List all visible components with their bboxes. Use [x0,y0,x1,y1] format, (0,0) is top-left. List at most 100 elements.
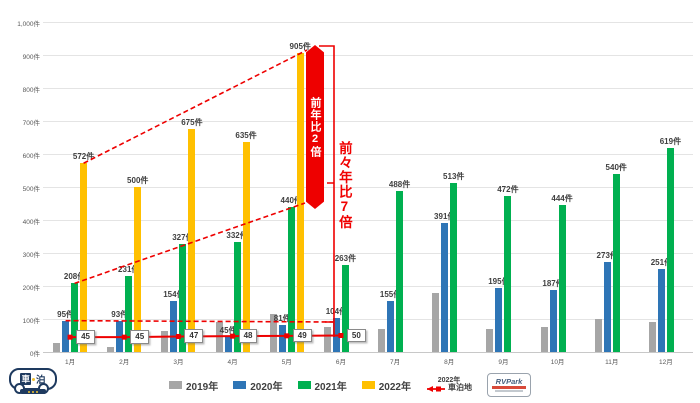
yoy-arrow: 前年比2倍 [306,45,324,209]
y-axis-tick-label: 700件 [2,117,40,127]
bar-value-label: 444件 [551,193,572,204]
bar-series1-month7: 155件 [387,301,394,352]
bar-series3-month4: 635件 [243,142,250,352]
bar-series1-month1: 95件 [62,321,69,352]
car-stay-logo-band-dot [32,391,34,393]
month-group-1: 95件208件572件 [43,22,97,352]
bar-value-label: 488件 [389,179,410,190]
bar-series0-month7 [378,329,385,352]
bar-series3-month5: 905件 [297,53,304,352]
bar-series0-month9 [486,329,493,352]
legend-item-2019: 2019年 [169,378,218,393]
legend-label: 2021年 [315,378,347,393]
bar-value-label: 540件 [606,162,627,173]
bar-series0-month11 [595,319,602,352]
y-axis-tick-label: 900件 [2,51,40,61]
y-axis-tick-label: 300件 [2,249,40,259]
bar-series1-month8: 391件 [441,223,448,352]
bar-value-label: 619件 [660,136,681,147]
bar-series2-month7: 488件 [396,191,403,352]
bar-value-label: 635件 [235,130,256,141]
bar-series1-month6: 104件 [333,318,340,352]
legend-label: 2020年 [250,378,282,393]
legend-swatch [298,381,311,389]
month-group-7: 155件488件 [368,22,422,352]
bar-series0-month6 [324,327,331,352]
legend-swatch [362,381,375,389]
x-axis-label-7: 7月 [368,356,422,366]
y-axis-tick-label: 800件 [2,84,40,94]
bar-series1-month5: 81件 [279,325,286,352]
x-axis-label-11: 11月 [585,356,639,366]
month-group-2: 93件231件500件 [97,22,151,352]
y-axis-tick-label: 200件 [2,282,40,292]
rv-park-logo-subline [495,390,523,392]
shahakuchi-value-box: 48 [239,329,258,343]
bar-series0-month2 [107,347,114,352]
bar-series0-month12 [649,322,656,352]
month-group-8: 391件 513件 [422,22,476,352]
car-stay-logo-band-dot [28,391,30,393]
rv-park-logo-text: RVPark [496,378,523,386]
legend-line-row: 車泊地 [426,384,472,393]
legend-item-2022: 2022年 [362,378,411,393]
shahakuchi-value-box: 49 [293,329,312,343]
legend-line-name: 車泊地 [448,384,472,393]
y-axis-tick-label: 100件 [2,315,40,325]
shahakuchi-value-box: 45 [76,330,95,344]
y-axis-tick-label: 500件 [2,183,40,193]
bar-series0-month1 [53,343,60,352]
x-axis-label-6: 6月 [314,356,368,366]
month-group-10: 187件 444件 [531,22,585,352]
legend-label: 2022年 [379,378,411,393]
rv-park-logo-stripe [492,386,526,389]
month-group-9: 195件472件 [476,22,530,352]
bar-value-label: 500件 [127,175,148,186]
x-axis-label-3: 3月 [151,356,205,366]
legend-label: 2019年 [186,378,218,393]
bar-series1-month2: 93件 [116,321,123,352]
bar-series1-month11: 273件 [604,262,611,352]
bar-value-label: 905件 [290,41,311,52]
x-axis-label-5: 5月 [260,356,314,366]
rv-park-logo: RVPark [487,373,531,397]
bar-series3-month3: 675件 [188,129,195,352]
bar-value-label: 472件 [497,184,518,195]
bar-value-label: 263件 [335,253,356,264]
bar-series1-month4: 45件 [225,337,232,352]
legend-item-2021: 2021年 [298,378,347,393]
bar-series0-month10 [541,327,548,352]
bar-series3-month2: 500件 [134,187,141,352]
month-group-5: 81件440件905件 [260,22,314,352]
bar-series0-month8 [432,293,439,352]
line-marker-icon [426,385,446,393]
legend-swatch [233,381,246,389]
shahakuchi-value-box: 47 [184,329,203,343]
car-stay-logo-band-dot [36,391,38,393]
shahakuchi-value-box: 50 [347,329,366,343]
bar-series1-month9: 195件 [495,288,502,352]
yo2y-bracket-label: 前々年比7倍 [334,141,353,230]
x-axis-label-10: 10月 [531,356,585,366]
yoy-arrow-label: 前年比2倍 [307,97,323,158]
car-stay-logo-band [20,389,46,394]
bar-series2-month12: 619件 [667,148,674,352]
x-axis-line [43,352,693,353]
legend-item-2020: 2020年 [233,378,282,393]
bar-series2-month9: 472件 [504,196,511,352]
month-group-11: 273件540件 [585,22,639,352]
bar-value-label: 675件 [181,117,202,128]
bar-series1-month10: 187件 [550,290,557,352]
month-group-12: 251件619件 [639,22,693,352]
bar-series2-month11: 540件 [613,174,620,352]
bar-value-label: 513件 [443,171,464,182]
legend-item-line-series: 2022年車泊地 [426,377,472,393]
x-axis-label-2: 2月 [97,356,151,366]
y-axis-tick-label: 400件 [2,216,40,226]
legend: 2019年 2020年 2021年 2022年 2022年車泊地 RVPark [0,373,700,397]
x-axis-label-1: 1月 [43,356,97,366]
x-axis-label-8: 8月 [422,356,476,366]
car-stay-logo: 車 泊 [9,368,59,398]
shahakuchi-value-box: 45 [130,330,149,344]
legend-swatch [169,381,182,389]
